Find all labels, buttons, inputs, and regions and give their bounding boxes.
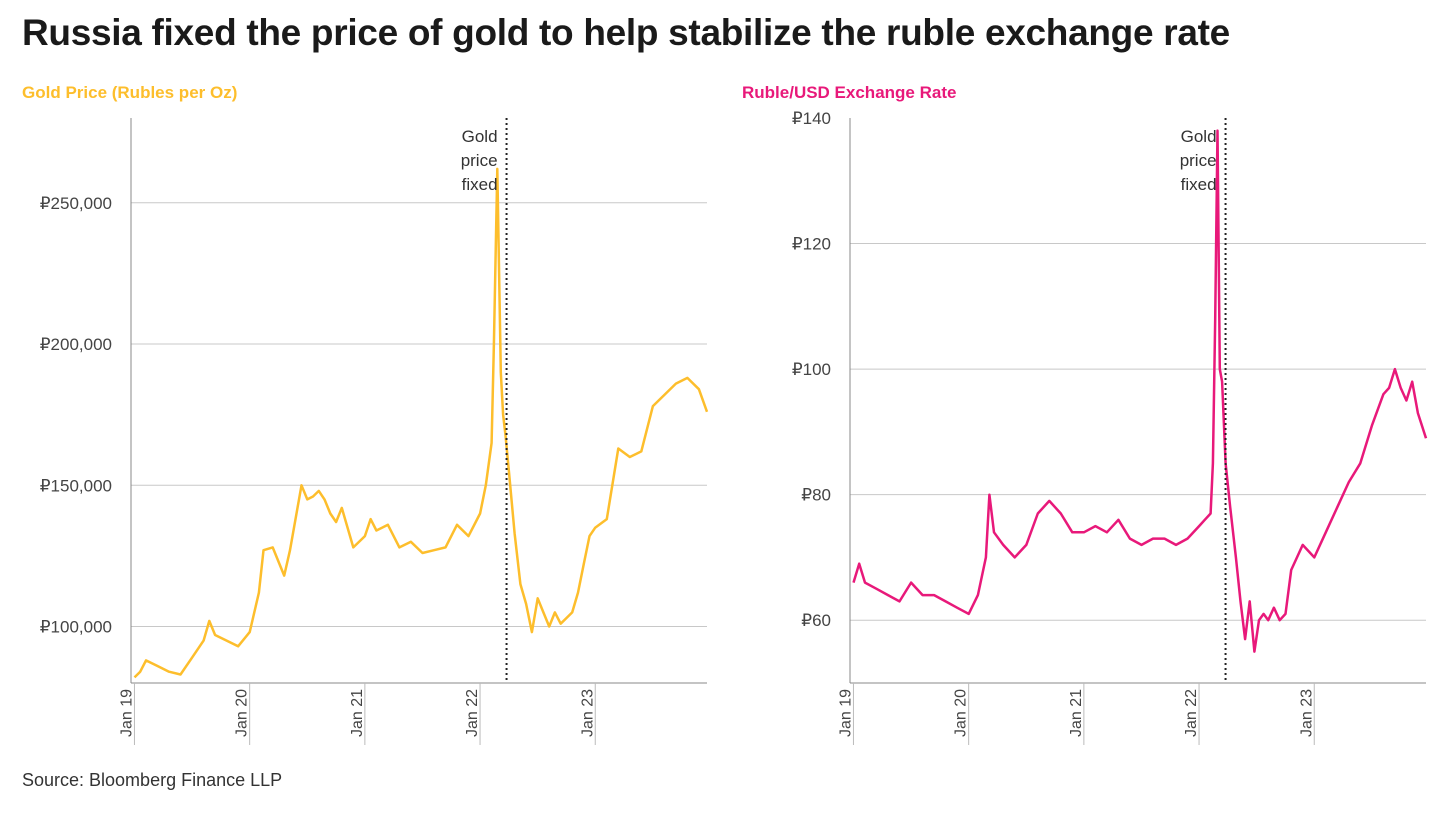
x-tick-label: Jan 20 — [234, 689, 251, 737]
gold-series-line — [133, 167, 709, 679]
annotation-text: fixed — [1181, 175, 1217, 194]
y-tick-label: ₽60 — [801, 611, 831, 630]
y-tick-label: ₽140 — [792, 109, 831, 128]
y-tick-label: ₽100 — [792, 360, 831, 379]
y-tick-label: ₽120 — [792, 235, 831, 254]
annotation-text: price — [461, 151, 498, 170]
x-tick-label: Jan 19 — [118, 689, 135, 737]
ruble-series-line — [852, 129, 1428, 653]
annotation-text: Gold — [462, 127, 498, 146]
annotation-text: Gold — [1181, 127, 1217, 146]
y-tick-label: ₽80 — [801, 486, 831, 505]
x-tick-label: Jan 19 — [837, 689, 854, 737]
annotation-text: price — [1180, 151, 1217, 170]
ruble-chart-title: Ruble/USD Exchange Rate — [742, 83, 957, 102]
y-tick-label: ₽100,000 — [40, 618, 112, 637]
x-tick-label: Jan 21 — [1068, 689, 1085, 737]
y-tick-label: ₽250,000 — [40, 194, 112, 213]
page-title: Russia fixed the price of gold to help s… — [22, 12, 1230, 53]
x-tick-label: Jan 22 — [464, 689, 481, 737]
annotation-text: fixed — [462, 175, 498, 194]
source-note: Source: Bloomberg Finance LLP — [22, 770, 283, 790]
x-tick-label: Jan 22 — [1183, 689, 1200, 737]
y-tick-label: ₽200,000 — [40, 335, 112, 354]
y-tick-label: ₽150,000 — [40, 476, 112, 495]
x-tick-label: Jan 20 — [953, 689, 970, 737]
x-tick-label: Jan 21 — [349, 689, 366, 737]
x-tick-label: Jan 23 — [579, 689, 596, 737]
gold-chart-title: Gold Price (Rubles per Oz) — [22, 83, 238, 102]
x-tick-label: Jan 23 — [1298, 689, 1315, 737]
